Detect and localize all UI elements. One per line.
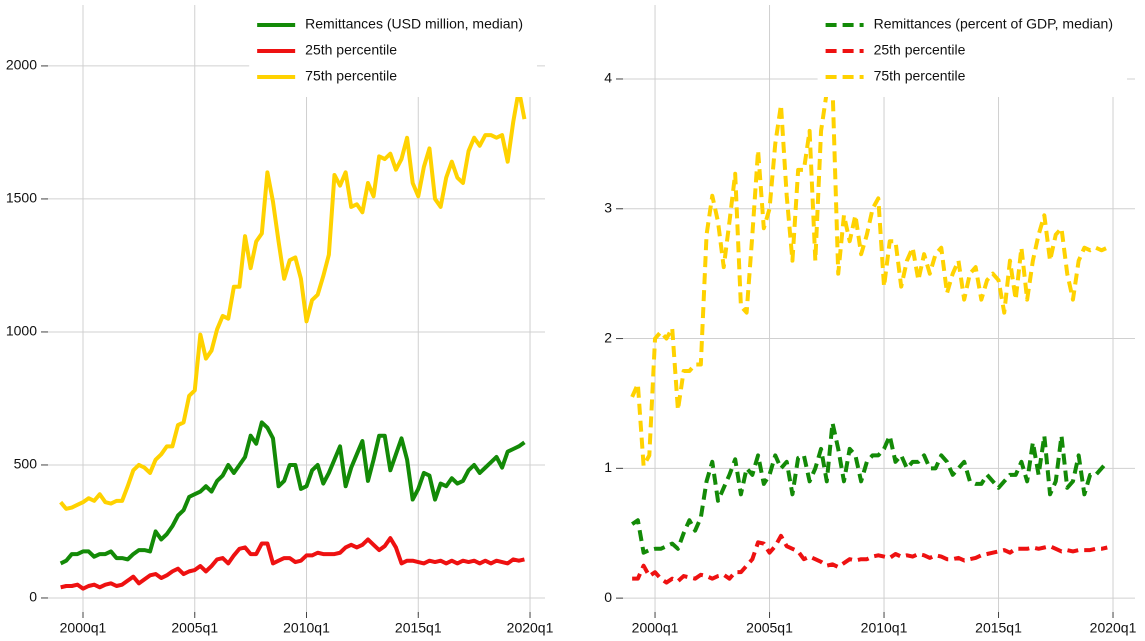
x-tick-label: 2005q1 <box>746 620 793 636</box>
series-line <box>630 83 1109 468</box>
y-tick-label: 1000 <box>6 323 37 339</box>
y-tick-label: 0 <box>604 589 612 605</box>
legend-label: Remittances (percent of GDP, median) <box>874 16 1113 32</box>
y-tick-label: 1 <box>604 459 612 475</box>
legend-background <box>249 5 537 97</box>
legend-background <box>817 5 1127 97</box>
series-line <box>632 533 1108 585</box>
series-line <box>59 420 526 566</box>
legend-label: 75th percentile <box>305 68 397 84</box>
y-tick-label: 3 <box>604 199 612 215</box>
y-tick-label: 2000 <box>6 57 37 73</box>
x-tick-label: 2000q1 <box>632 620 679 636</box>
y-tick-label: 4 <box>604 70 612 86</box>
x-tick-label: 2010q1 <box>283 620 330 636</box>
series-line <box>59 87 527 511</box>
x-tick-label: 2005q1 <box>171 620 218 636</box>
legend-label: Remittances (USD million, median) <box>305 16 523 32</box>
y-tick-label: 0 <box>29 589 37 605</box>
legend-label: 25th percentile <box>874 42 966 58</box>
x-tick-label: 2020q1 <box>1090 620 1137 636</box>
x-tick-label: 2015q1 <box>395 620 442 636</box>
legend: Remittances (USD million, median) 25th pe… <box>249 5 537 97</box>
legend-label: 25th percentile <box>305 42 397 58</box>
x-tick-label: 2000q1 <box>60 620 107 636</box>
x-tick-label: 2010q1 <box>861 620 908 636</box>
series-line <box>631 420 1109 555</box>
x-tick-label: 2015q1 <box>975 620 1022 636</box>
legend-label: 75th percentile <box>874 68 966 84</box>
y-tick-label: 2 <box>604 329 612 345</box>
series-line <box>60 536 525 591</box>
y-tick-label: 500 <box>14 456 38 472</box>
legend: Remittances (percent of GDP, median) 25th… <box>817 5 1127 97</box>
x-tick-label: 2020q1 <box>507 620 554 636</box>
y-tick-label: 1500 <box>6 190 37 206</box>
